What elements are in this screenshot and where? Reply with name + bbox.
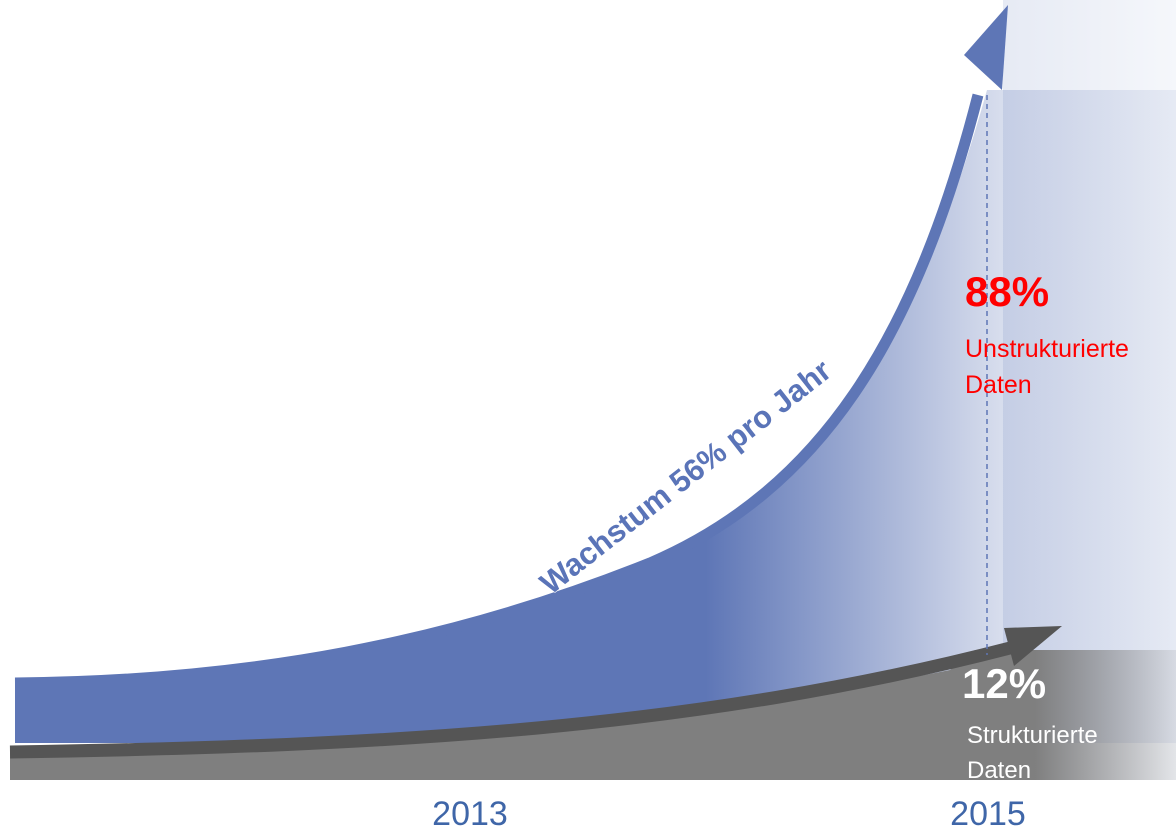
unstructured-area: [15, 90, 1176, 743]
x-tick-label-2013: 2013: [432, 795, 508, 833]
structured-label-line2: Daten: [967, 757, 1031, 784]
structured-label-line1: Strukturierte: [967, 722, 1098, 749]
unstructured-share-percent: 88%: [965, 268, 1049, 315]
growth-arrow-curve: [14, 93, 984, 689]
x-tick-label-2015: 2015: [950, 795, 1026, 833]
unstructured-label-line2: Daten: [965, 371, 1032, 399]
structured-arrow-head: [1004, 626, 1062, 666]
growth-arrow-head: [964, 5, 1008, 90]
structured-arrow-curve: [9, 641, 1012, 759]
unstructured-label-line1: Unstrukturierte: [965, 335, 1129, 363]
structured-share-percent: 12%: [962, 660, 1046, 707]
